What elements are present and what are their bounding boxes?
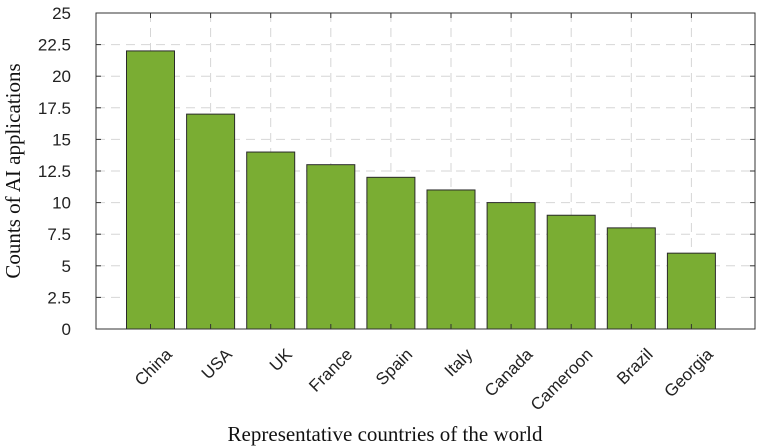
x-tick-label: Brazil [613,345,656,388]
y-tick-label: 17.5 [38,99,71,118]
x-tick-label: Georgia [661,344,718,401]
y-axis-title: Counts of AI applications [1,63,25,278]
x-tick-label: UK [266,344,297,375]
bar-usa [186,113,236,330]
bar-france [306,164,356,330]
y-tick-label: 15 [52,130,71,149]
bar-brazil [606,227,656,330]
y-tick-label: 7.5 [47,225,71,244]
y-tick-label: 25 [52,4,71,23]
bar-georgia [666,252,716,330]
y-tick-labels: 0 2.5 5 7.5 10 12.5 15 17.5 20 22.5 25 [38,4,71,339]
x-tick-label: Italy [441,345,477,381]
x-tick-label: USA [198,344,237,383]
bar-spain [366,176,416,330]
bar-italy [426,189,476,330]
x-tick-label: China [131,344,176,389]
bar-china [126,50,175,330]
y-tick-label: 5 [62,257,71,276]
bar-cameroon [546,214,596,330]
x-axis-title: Representative countries of the world [228,422,543,446]
x-tick-label: Canada [481,345,537,401]
bar-uk [246,151,296,330]
bars-layer [126,50,716,330]
x-tick-label: France [305,345,356,396]
x-tick-labels: China USA UK France Spain Italy CanadaCameroon… [131,344,717,414]
y-tick-label: 20 [52,67,71,86]
ticks-layer [96,12,755,330]
x-tick-label: Spain [372,345,416,389]
x-tick-label: Cameroon [527,345,597,415]
y-tick-label: 22.5 [38,36,71,55]
y-tick-label: 12.5 [38,162,71,181]
y-tick-label: 10 [52,194,71,213]
bar-canada [486,202,536,330]
y-tick-label: 2.5 [47,288,71,307]
y-tick-label: 0 [62,320,71,339]
